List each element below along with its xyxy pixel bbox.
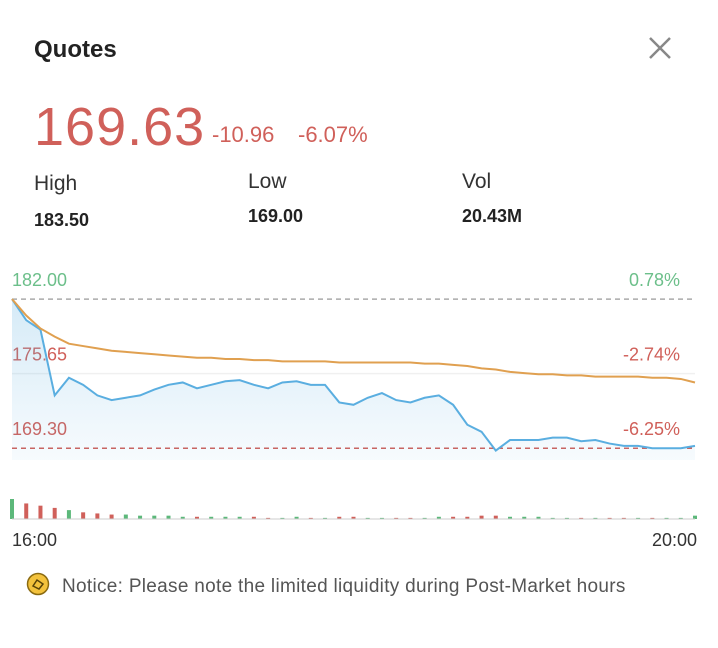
volume-bar	[693, 515, 697, 519]
change-pct: -6.07%	[298, 122, 368, 147]
volume-bar	[522, 516, 527, 519]
stat-value: 169.00	[248, 206, 304, 226]
volume-bar	[436, 516, 441, 519]
volume-bar	[294, 516, 299, 519]
volume-bar	[664, 517, 669, 519]
volume-bar	[24, 503, 29, 519]
volume-bar	[550, 517, 555, 519]
volume-bar	[451, 516, 456, 519]
volume-bar	[38, 505, 43, 519]
volume-bar	[493, 515, 498, 519]
volume-bar	[508, 516, 513, 519]
volume-bar	[308, 517, 313, 519]
notice: Notice: Please note the limited liquidit…	[62, 576, 626, 597]
volume-bar	[379, 517, 384, 519]
title: Quotes	[34, 36, 117, 63]
volume-bar	[223, 516, 228, 519]
volume-bar	[152, 515, 157, 519]
line-series	[11, 298, 696, 384]
volume-bar	[180, 516, 185, 519]
volume-bar	[636, 517, 641, 519]
y2-tick-label: -6.25%	[623, 419, 680, 439]
volume-bar	[337, 516, 342, 519]
x-tick-label: 20:00	[652, 530, 697, 550]
y2-tick-label: -2.74%	[623, 344, 680, 364]
stat-value: 20.43M	[462, 206, 523, 226]
volume-bar	[607, 517, 612, 519]
volume-bar	[109, 514, 114, 519]
y-tick-label: 182.00	[12, 270, 67, 290]
volume-bar	[408, 517, 413, 519]
volume-bar	[209, 516, 214, 519]
volume-bar	[95, 513, 100, 519]
volume-bar	[81, 512, 86, 519]
close-button[interactable]	[648, 36, 672, 60]
volume-bar	[266, 517, 271, 519]
price-area	[12, 299, 695, 460]
volume-bar	[251, 516, 256, 519]
notice-icon	[26, 572, 50, 596]
stat-label: Low	[248, 170, 287, 193]
volume-bar	[621, 517, 626, 519]
volume-bar	[10, 499, 14, 519]
volume-bar	[194, 516, 199, 519]
volume-bar	[678, 517, 683, 519]
volume-bar	[351, 516, 356, 519]
volume-bar	[138, 515, 143, 519]
volume-bar	[52, 507, 57, 519]
volume-bar	[422, 517, 427, 519]
price: 169.63	[34, 97, 206, 157]
volume-bar	[280, 517, 285, 519]
volume-bar	[394, 517, 399, 519]
stat-label: Vol	[462, 170, 492, 193]
volume-bar	[123, 514, 128, 519]
volume-bar	[465, 516, 470, 519]
x-tick-label: 16:00	[12, 530, 57, 550]
volume-bar	[650, 517, 655, 519]
volume-bar	[579, 517, 584, 519]
volume-bar	[66, 510, 71, 519]
stat-label: High	[34, 172, 78, 195]
volume-bar	[479, 515, 484, 519]
volume-bar	[365, 517, 370, 519]
stat-value: 183.50	[34, 210, 90, 230]
y2-tick-label: 0.78%	[629, 270, 680, 290]
chart: 182.00175.65169.300.78%-2.74%-6.25%16:00…	[10, 270, 697, 550]
volume-bar	[237, 516, 242, 519]
line-series	[11, 298, 696, 452]
volume-bar	[166, 515, 171, 519]
volume-bar	[593, 517, 598, 519]
volume-bar	[564, 517, 569, 519]
volume-bar	[536, 516, 541, 519]
volume-bar	[323, 517, 328, 519]
change: -10.96	[212, 122, 275, 147]
